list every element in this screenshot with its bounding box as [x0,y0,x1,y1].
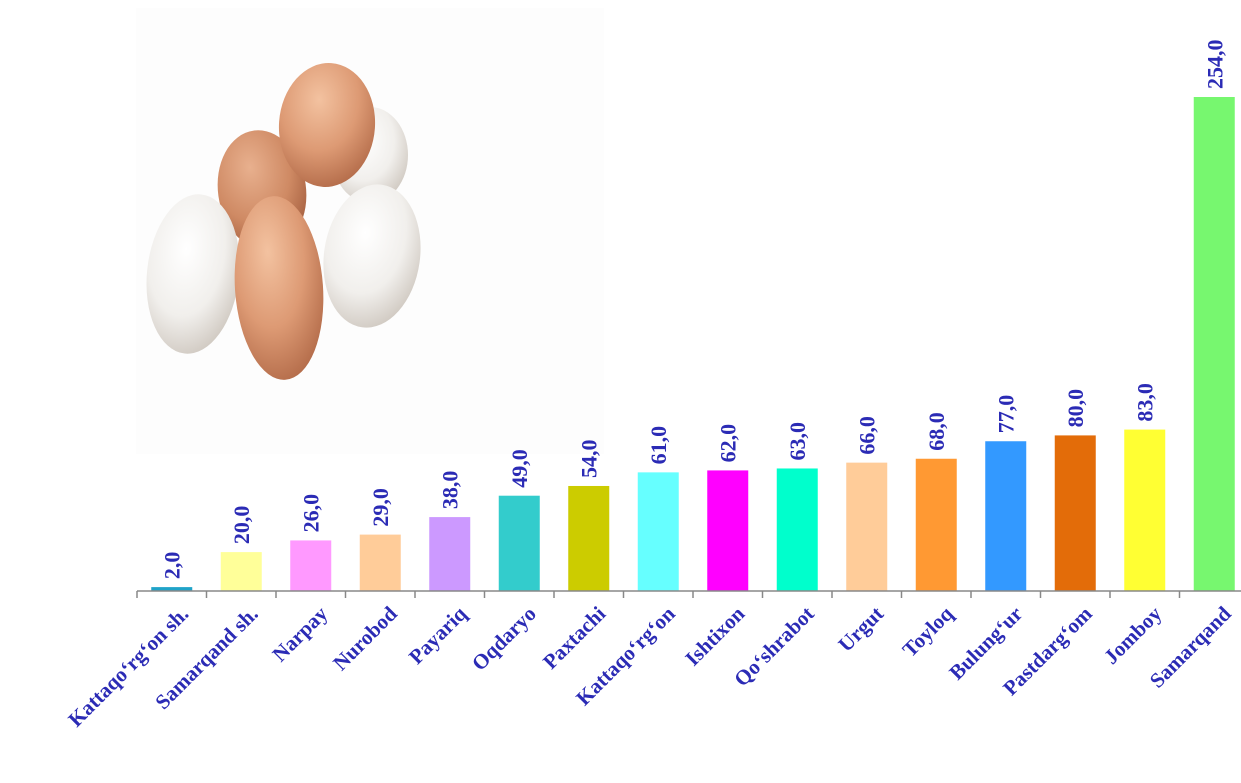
data-label: 83,0 [1133,383,1158,422]
bar [1124,429,1166,591]
bar [568,485,610,591]
category-labels: Kattaqo‘rg‘on sh.Samarqand sh. NarpayNuro… [63,601,1236,731]
x-tick-label: Ishtixon [680,601,749,670]
bar [707,470,749,591]
bar [985,441,1027,591]
x-tick-label: Payariq [404,601,472,669]
bar [290,540,332,591]
x-tick-label: Toyloq [898,601,958,661]
data-label: 2,0 [160,552,185,580]
bar [637,472,679,591]
x-tick-label: Nurobod [328,601,402,675]
bar [776,468,818,591]
bars-group [151,97,1235,591]
data-label: 66,0 [855,416,880,455]
x-tick-label: Paxtachi [538,601,610,673]
bar [220,552,262,591]
x-tick-label: Oqdaryo [467,602,541,676]
bar [1054,435,1096,591]
bar [151,587,193,591]
eggs-photo-icon [136,8,604,454]
x-tick-label: Kattaqo‘rg‘on sh. [63,602,193,732]
data-label: 62,0 [716,424,741,463]
data-label: 254,0 [1202,40,1227,90]
data-label: 61,0 [646,426,671,465]
data-label: 20,0 [229,506,254,545]
data-label: 38,0 [438,471,463,510]
data-label: 68,0 [924,412,949,451]
data-label: 49,0 [507,449,532,488]
bar [498,495,540,591]
bar [359,534,401,591]
data-label: 63,0 [785,422,810,461]
x-axis [136,590,1241,598]
data-label: 77,0 [994,395,1019,434]
x-tick-label: Narpay [267,601,332,666]
data-label: 29,0 [368,488,393,527]
bar [915,458,957,591]
bar [1193,97,1235,591]
x-tick-label: Jomboy [1099,601,1167,669]
x-tick-label: Urgut [833,602,888,657]
data-label: 26,0 [299,494,324,533]
bar [429,517,471,591]
data-label: 54,0 [577,439,602,478]
bar [846,462,888,591]
value-labels: 2,0 20,0 26,0 29,0 38,0 49,0 54,0 61,0 62,0 63,0 6… [160,40,1228,580]
data-label: 80,0 [1063,389,1088,428]
